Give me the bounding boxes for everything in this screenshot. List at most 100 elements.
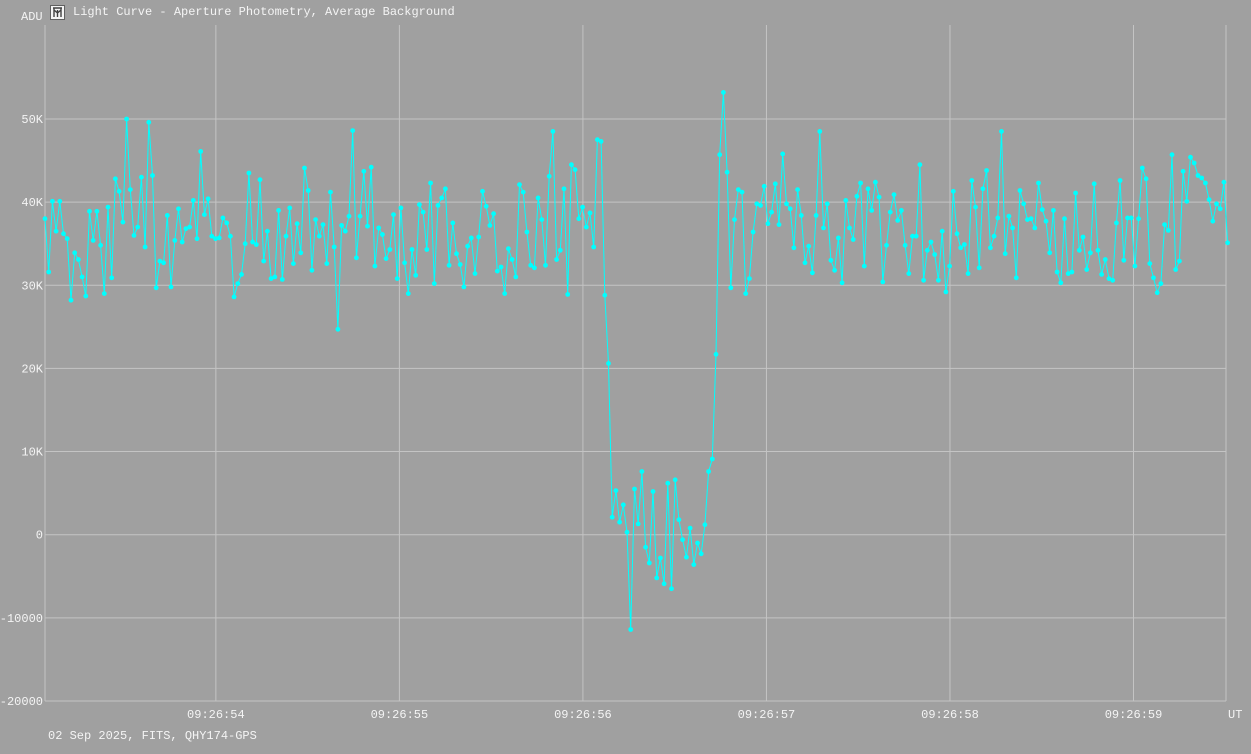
data-point bbox=[917, 162, 923, 168]
data-point bbox=[824, 201, 830, 207]
data-point bbox=[1039, 207, 1045, 213]
data-point bbox=[939, 228, 945, 234]
data-point bbox=[190, 198, 196, 203]
data-point bbox=[836, 235, 841, 241]
data-point bbox=[1114, 220, 1119, 226]
data-point bbox=[680, 537, 685, 543]
data-point bbox=[250, 239, 256, 245]
data-point bbox=[1051, 208, 1056, 213]
x-tick-label: 09:26:59 bbox=[1105, 708, 1163, 722]
data-point bbox=[380, 232, 385, 237]
data-point bbox=[832, 267, 837, 273]
data-point bbox=[913, 233, 919, 239]
data-point bbox=[565, 292, 571, 297]
data-point bbox=[468, 235, 474, 241]
data-point bbox=[1017, 188, 1023, 193]
y-tick-label: -10000 bbox=[0, 612, 43, 626]
data-point bbox=[72, 250, 78, 256]
data-point bbox=[1177, 258, 1182, 264]
data-point bbox=[747, 276, 752, 281]
data-point bbox=[821, 225, 826, 231]
data-point bbox=[813, 213, 819, 218]
data-point bbox=[350, 128, 356, 134]
data-point bbox=[1117, 178, 1123, 183]
data-point bbox=[187, 224, 193, 230]
data-point bbox=[546, 173, 552, 179]
data-point bbox=[887, 209, 893, 215]
data-point bbox=[1195, 173, 1201, 178]
data-point bbox=[669, 586, 674, 592]
y-tick-label: 30K bbox=[21, 279, 43, 293]
data-point bbox=[847, 225, 852, 231]
light-curve-app-icon[interactable] bbox=[50, 4, 65, 20]
data-point bbox=[1169, 152, 1175, 158]
data-point bbox=[127, 187, 133, 193]
data-point bbox=[213, 236, 218, 242]
data-point bbox=[550, 129, 556, 134]
data-point bbox=[895, 218, 901, 223]
data-point bbox=[1002, 251, 1008, 257]
data-point bbox=[843, 198, 849, 203]
y-tick-label: -20000 bbox=[0, 695, 43, 709]
data-point bbox=[42, 216, 48, 222]
data-point bbox=[1180, 168, 1186, 174]
data-point bbox=[457, 262, 463, 267]
data-point bbox=[220, 215, 226, 221]
data-point bbox=[591, 244, 597, 250]
data-point bbox=[1106, 276, 1112, 281]
data-point bbox=[161, 260, 167, 266]
data-point bbox=[1013, 275, 1019, 281]
data-point bbox=[854, 193, 860, 199]
data-point bbox=[976, 265, 982, 271]
data-point bbox=[109, 275, 115, 281]
data-point bbox=[1025, 217, 1030, 223]
data-point bbox=[810, 270, 815, 276]
data-point bbox=[216, 235, 222, 241]
data-point bbox=[450, 220, 456, 226]
data-point bbox=[1058, 280, 1064, 286]
data-point bbox=[988, 245, 993, 251]
data-point bbox=[676, 517, 682, 523]
y-tick-label: 10K bbox=[21, 446, 43, 460]
data-point bbox=[1032, 225, 1038, 231]
data-point bbox=[168, 284, 174, 290]
data-point bbox=[587, 210, 593, 216]
data-point bbox=[46, 269, 52, 275]
data-point bbox=[654, 575, 660, 581]
y-tick-label: 20K bbox=[21, 362, 43, 376]
data-point bbox=[313, 217, 318, 223]
x-tick-label: 09:26:55 bbox=[371, 708, 429, 722]
data-point bbox=[298, 250, 304, 256]
data-point bbox=[1136, 216, 1141, 222]
data-point bbox=[265, 228, 270, 234]
data-point bbox=[928, 239, 934, 245]
data-point bbox=[142, 244, 148, 250]
data-point bbox=[739, 189, 745, 195]
data-point bbox=[61, 231, 66, 237]
data-point bbox=[891, 192, 897, 198]
data-point bbox=[995, 215, 1001, 221]
data-point bbox=[176, 206, 181, 212]
footer-info: 02 Sep 2025, FITS, QHY174-GPS bbox=[48, 729, 257, 743]
data-point bbox=[817, 129, 823, 134]
data-point bbox=[958, 245, 964, 251]
data-point bbox=[76, 257, 81, 262]
data-point bbox=[1139, 165, 1145, 171]
data-point bbox=[695, 540, 700, 546]
data-point bbox=[684, 554, 689, 560]
series-markers bbox=[42, 90, 1230, 632]
data-point bbox=[506, 246, 511, 252]
data-point bbox=[235, 281, 241, 286]
data-point bbox=[650, 489, 656, 494]
x-axis-ticks: 09:26:54 09:26:55 09:26:56 09:26:57 09:26:58… bbox=[187, 708, 1162, 722]
data-point bbox=[1084, 267, 1090, 272]
data-point bbox=[179, 239, 185, 245]
data-point bbox=[1191, 160, 1197, 166]
data-point bbox=[858, 180, 863, 186]
data-point bbox=[1073, 190, 1078, 196]
x-tick-label: 09:26:56 bbox=[554, 708, 612, 722]
data-point bbox=[491, 211, 496, 217]
data-point bbox=[639, 469, 645, 474]
data-point bbox=[331, 244, 337, 250]
data-point bbox=[376, 225, 382, 231]
